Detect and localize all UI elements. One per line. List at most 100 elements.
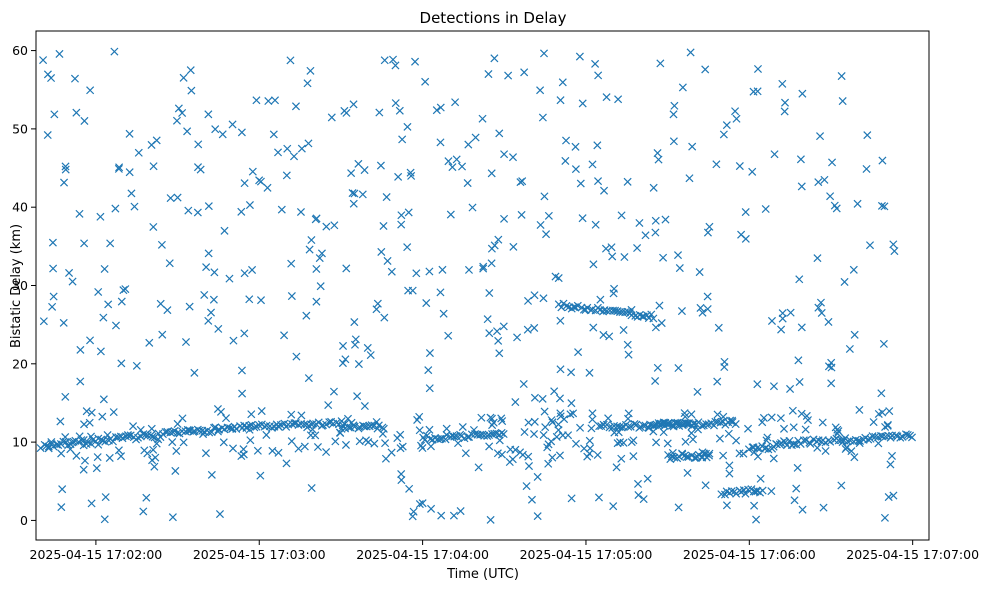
data-point — [373, 299, 382, 308]
data-point — [567, 494, 576, 503]
data-point — [523, 325, 532, 334]
data-point — [456, 507, 465, 516]
data-point — [282, 459, 291, 468]
data-point — [701, 65, 710, 74]
data-point — [551, 272, 560, 281]
data-point — [100, 264, 109, 273]
data-point — [61, 162, 70, 171]
data-point — [221, 414, 231, 423]
data-point — [517, 210, 526, 219]
data-point — [68, 277, 77, 286]
data-point — [544, 211, 553, 220]
data-point — [753, 443, 762, 452]
data-point — [678, 83, 687, 92]
data-point — [360, 401, 369, 411]
data-point — [238, 389, 247, 398]
data-point — [681, 437, 690, 446]
data-point — [306, 431, 315, 440]
data-point — [172, 446, 181, 456]
data-point — [237, 366, 246, 375]
data-point — [485, 329, 494, 338]
data-point — [245, 295, 254, 304]
data-point — [690, 453, 699, 463]
data-point — [725, 469, 734, 478]
data-point — [818, 418, 827, 427]
data-point — [370, 439, 379, 448]
data-point — [678, 449, 687, 458]
data-point — [256, 471, 265, 480]
data-point — [59, 318, 68, 327]
data-point — [349, 100, 358, 109]
data-point — [200, 290, 209, 299]
data-point — [556, 316, 565, 325]
data-point — [253, 446, 262, 455]
data-point — [719, 412, 728, 421]
data-point — [847, 447, 856, 456]
data-point — [879, 339, 888, 348]
data-point — [611, 306, 620, 315]
data-point — [741, 234, 750, 243]
data-point — [80, 456, 90, 465]
data-point — [753, 64, 763, 74]
data-point — [341, 440, 350, 449]
data-point — [727, 487, 736, 496]
data-point — [121, 285, 130, 294]
data-point — [114, 164, 123, 173]
data-point — [490, 241, 499, 250]
data-point — [406, 168, 415, 177]
data-point — [173, 428, 182, 437]
data-point — [225, 274, 234, 283]
data-point — [202, 263, 211, 272]
data-point — [397, 211, 406, 220]
data-point — [366, 351, 375, 360]
data-point — [415, 426, 424, 435]
data-point — [186, 66, 195, 75]
data-point — [604, 414, 613, 423]
data-point — [303, 79, 312, 88]
data-point — [274, 448, 283, 457]
data-point — [85, 418, 94, 427]
data-point — [719, 451, 728, 460]
data-point — [813, 254, 822, 263]
data-point — [92, 464, 101, 473]
data-point — [500, 150, 509, 159]
data-point — [609, 502, 618, 511]
data-point — [219, 438, 228, 447]
data-point — [338, 359, 347, 368]
data-point — [388, 55, 398, 64]
data-point — [487, 259, 496, 268]
data-point — [48, 302, 57, 311]
data-point — [802, 411, 811, 420]
data-point — [786, 308, 795, 317]
data-point — [556, 365, 565, 374]
data-point — [340, 419, 349, 429]
data-point — [617, 211, 626, 220]
data-point — [79, 441, 88, 450]
data-point — [350, 189, 359, 198]
data-point — [297, 144, 306, 153]
data-point — [380, 56, 389, 65]
data-point — [39, 317, 48, 326]
data-point — [759, 413, 768, 422]
data-point — [262, 421, 271, 430]
data-point — [329, 387, 338, 396]
data-point — [758, 486, 767, 495]
data-point — [748, 167, 757, 176]
data-point — [469, 425, 478, 434]
data-point — [340, 106, 349, 115]
data-point — [106, 239, 115, 248]
data-point — [312, 214, 321, 223]
data-point — [688, 435, 698, 444]
data-point — [478, 114, 487, 123]
data-point — [720, 362, 729, 372]
data-point — [575, 52, 584, 61]
data-point — [699, 421, 708, 430]
data-point — [204, 249, 213, 258]
data-point — [39, 56, 48, 65]
data-point — [576, 423, 585, 432]
data-point — [50, 110, 59, 119]
data-point — [245, 201, 254, 210]
data-point — [354, 360, 363, 369]
data-point — [571, 303, 580, 312]
y-tick-label-5: 50 — [12, 121, 28, 136]
